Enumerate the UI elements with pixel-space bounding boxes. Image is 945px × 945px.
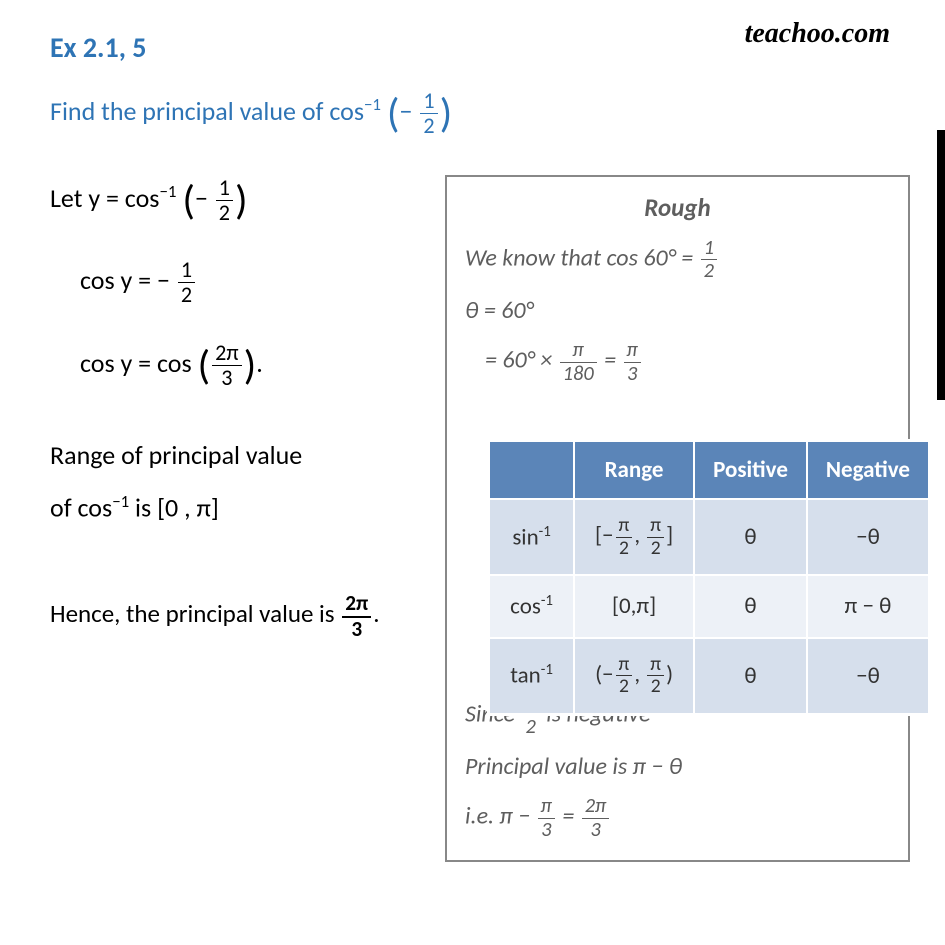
rough-line-2: θ = 60° bbox=[465, 292, 890, 330]
question-text: Find the principal value of cos−1 (− 1 2… bbox=[50, 90, 925, 137]
brand-logo: teachoo.com bbox=[745, 18, 890, 50]
conclusion: Hence, the principal value is 2π 3 . bbox=[50, 593, 450, 640]
close-paren: ) bbox=[440, 88, 453, 139]
table-header-positive: Positive bbox=[694, 441, 807, 499]
rough-line-1: We know that cos 60° = 1 2 bbox=[465, 238, 890, 282]
table-row: sin-1 [−π2, π2] θ −θ bbox=[489, 499, 929, 575]
solution-column: Let y = cos−1 (− 1 2 ) cos y = − 1 2 cos… bbox=[50, 177, 450, 640]
rough-line-5: Principal value is π − θ bbox=[465, 748, 890, 786]
table-header-row: Range Positive Negative bbox=[489, 441, 929, 499]
question-prefix: Find the principal value of cos bbox=[50, 95, 364, 127]
cell-neg: −θ bbox=[807, 499, 929, 575]
neg-sign: − bbox=[400, 95, 413, 127]
solution-line-4b: of cos−1 is [0 , π] bbox=[50, 491, 450, 524]
rough-title: Rough bbox=[465, 192, 890, 223]
table-header-blank bbox=[489, 441, 574, 499]
range-reference-table: Range Positive Negative sin-1 [−π2, π2] … bbox=[488, 440, 930, 715]
answer-fraction: 2π 3 bbox=[342, 593, 371, 640]
rough-line-3: = 60° × π 180 = π 3 bbox=[465, 340, 890, 384]
table-row: cos-1 [0,π] θ π − θ bbox=[489, 575, 929, 638]
question-fraction: 1 2 bbox=[420, 90, 437, 137]
solution-line-2: cos y = − 1 2 bbox=[50, 259, 450, 306]
cell-range: [−π2, π2] bbox=[574, 499, 694, 575]
page: teachoo.com Ex 2.1, 5 Find the principal… bbox=[0, 0, 945, 945]
cell-pos: θ bbox=[694, 499, 807, 575]
open-paren: ( bbox=[387, 88, 400, 139]
table-header-negative: Negative bbox=[807, 441, 929, 499]
cell-neg: −θ bbox=[807, 638, 929, 714]
cell-pos: θ bbox=[694, 638, 807, 714]
cell-neg: π − θ bbox=[807, 575, 929, 638]
question-exponent: −1 bbox=[364, 94, 381, 115]
cell-pos: θ bbox=[694, 575, 807, 638]
solution-line-4a: Range of principal value bbox=[50, 439, 450, 471]
scrollbar-bar bbox=[937, 130, 945, 400]
rough-line-6: i.e. π − π 3 = 2π 3 bbox=[465, 796, 890, 840]
cell-fn: sin-1 bbox=[489, 499, 574, 575]
table-row: tan-1 (−π2, π2) θ −θ bbox=[489, 638, 929, 714]
cell-range: [0,π] bbox=[574, 575, 694, 638]
cell-fn: cos-1 bbox=[489, 575, 574, 638]
cell-range: (−π2, π2) bbox=[574, 638, 694, 714]
cell-fn: tan-1 bbox=[489, 638, 574, 714]
table-header-range: Range bbox=[574, 441, 694, 499]
solution-line-3: cos y = cos ( 2π 3 ). bbox=[50, 342, 450, 389]
solution-line-1: Let y = cos−1 (− 1 2 ) bbox=[50, 177, 450, 224]
